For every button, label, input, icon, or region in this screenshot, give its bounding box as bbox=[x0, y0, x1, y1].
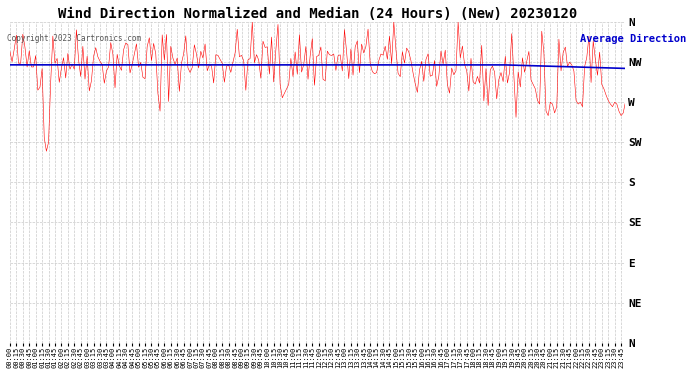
Text: Average Direction: Average Direction bbox=[580, 34, 686, 44]
Title: Wind Direction Normalized and Median (24 Hours) (New) 20230120: Wind Direction Normalized and Median (24… bbox=[58, 7, 578, 21]
Text: Copyright 2023 Cartronics.com: Copyright 2023 Cartronics.com bbox=[7, 34, 141, 43]
